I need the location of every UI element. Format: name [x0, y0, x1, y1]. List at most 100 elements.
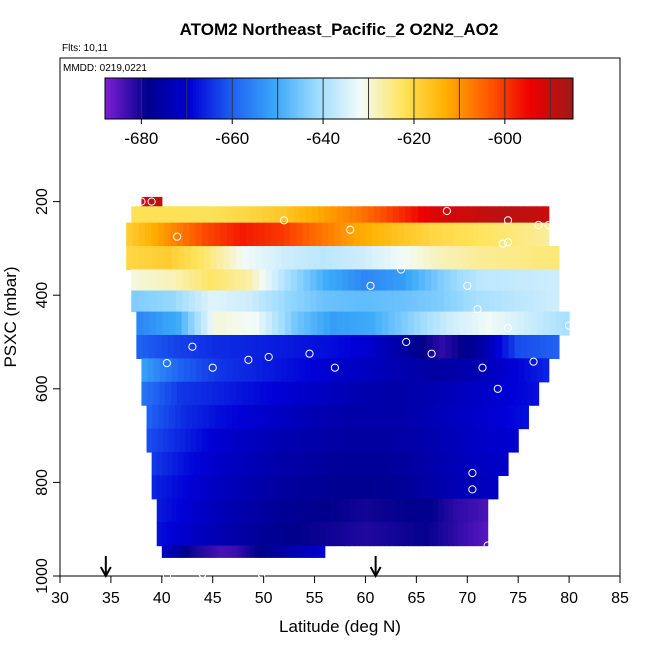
heatmap-cell — [147, 196, 151, 207]
colorbar-segment — [239, 78, 243, 119]
heatmap-cell — [145, 246, 153, 271]
heatmap-cell — [549, 311, 557, 336]
colorbar-segment — [385, 78, 390, 119]
heatmap-cell — [235, 498, 242, 523]
heatmap-cell — [191, 522, 197, 547]
heatmap-cell — [208, 545, 212, 558]
heatmap-cell — [437, 405, 444, 430]
heatmap-cell — [467, 522, 474, 547]
heatmap-cell — [491, 311, 499, 336]
heatmap-cell — [464, 334, 472, 359]
sample-point — [468, 468, 477, 478]
heatmap-cell — [246, 311, 254, 336]
heatmap-cell — [259, 311, 267, 336]
heatmap-cell — [517, 222, 525, 247]
heatmap-cell — [240, 522, 247, 547]
colorbar-segment — [546, 78, 551, 119]
heatmap-cell — [363, 334, 371, 359]
x-tick-label: 65 — [407, 590, 425, 607]
heatmap-cell — [188, 290, 196, 313]
heatmap-cell — [172, 475, 179, 500]
heatmap-cell — [546, 269, 554, 292]
heatmap-cell — [312, 334, 320, 359]
heatmap-cell — [399, 206, 407, 224]
colorbar-segment — [265, 78, 270, 119]
heatmap-cell — [448, 522, 454, 547]
heatmap-cell — [458, 334, 465, 359]
heatmap-cell — [206, 522, 212, 547]
heatmap-cell — [433, 311, 441, 336]
heatmap-cell — [203, 475, 210, 500]
colorbar-segment — [470, 78, 475, 119]
heatmap-cell — [378, 381, 386, 406]
heatmap-cell — [319, 246, 327, 271]
heatmap-cell — [293, 358, 301, 383]
heatmap-cell — [175, 405, 182, 430]
y-tick-label: 600 — [34, 375, 51, 402]
heatmap-cell — [431, 269, 439, 292]
heatmap-cell — [366, 381, 374, 406]
flights-label: Flts: 10,11 — [62, 43, 108, 54]
x-axis-title: Latitude (deg N) — [279, 617, 401, 636]
heatmap-cell — [354, 269, 362, 292]
heatmap-cell — [249, 475, 256, 500]
sample-point — [402, 337, 411, 347]
colorbar-segment — [347, 78, 352, 119]
heatmap-cell — [453, 522, 459, 547]
heatmap-cell — [412, 290, 420, 313]
heatmap-cell — [362, 428, 370, 453]
heatmap-cell — [203, 246, 211, 271]
heatmap-cell — [245, 522, 252, 547]
heatmap-cell — [243, 334, 251, 359]
heatmap-cell — [338, 334, 346, 359]
heatmap-cell — [392, 206, 400, 224]
sample-point — [397, 265, 406, 274]
heatmap-cell — [307, 381, 314, 406]
heatmap-cell — [416, 222, 424, 247]
heatmap-cell — [227, 545, 231, 558]
heatmap-cell — [324, 428, 331, 453]
heatmap-cell — [132, 222, 140, 247]
heatmap-cell — [476, 451, 483, 476]
heatmap-cell — [422, 451, 429, 476]
heatmap-cell — [268, 545, 272, 558]
heatmap-cell — [529, 222, 537, 247]
heatmap-cell — [309, 290, 317, 313]
heatmap-cell — [324, 498, 331, 523]
heatmap-cell — [365, 222, 373, 247]
heatmap-cell — [379, 428, 386, 453]
sample-point — [565, 321, 574, 330]
heatmap-cell — [402, 358, 410, 383]
heatmap-cell — [235, 246, 244, 271]
heatmap-cell — [543, 311, 551, 336]
heatmap-cell — [432, 334, 440, 359]
heatmap-cell — [365, 246, 373, 271]
heatmap-cell — [296, 475, 303, 500]
heatmap-cell — [514, 269, 522, 292]
heatmap-cell — [329, 290, 337, 313]
heatmap-cell — [428, 498, 434, 523]
heatmap-cell — [401, 451, 408, 476]
heatmap-cell — [460, 451, 467, 476]
heatmap-cell — [275, 475, 282, 500]
heatmap-cell — [275, 498, 281, 523]
heatmap-cell — [281, 358, 288, 383]
heatmap-cell — [505, 206, 512, 224]
heatmap-cell — [304, 311, 312, 336]
heatmap-cell — [177, 381, 184, 406]
heatmap-cell — [258, 290, 266, 313]
heatmap-cell — [514, 334, 522, 359]
colorbar-segment — [216, 78, 220, 119]
heatmap-cell — [275, 334, 283, 359]
heatmap-cell — [482, 498, 489, 523]
heatmap-cell — [351, 428, 358, 453]
heatmap-cell — [420, 381, 427, 406]
colorbar-segment — [435, 78, 439, 119]
heatmap-cell — [210, 451, 217, 476]
heatmap-cell — [462, 498, 469, 523]
sample-point — [173, 232, 182, 241]
heatmap-cell — [394, 475, 401, 500]
heatmap-cell — [252, 311, 260, 336]
heatmap-cell — [153, 381, 160, 406]
heatmap-cell — [288, 545, 292, 558]
